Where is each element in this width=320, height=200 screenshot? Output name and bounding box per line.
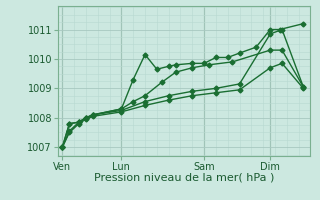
X-axis label: Pression niveau de la mer( hPa ): Pression niveau de la mer( hPa ) xyxy=(94,173,274,183)
